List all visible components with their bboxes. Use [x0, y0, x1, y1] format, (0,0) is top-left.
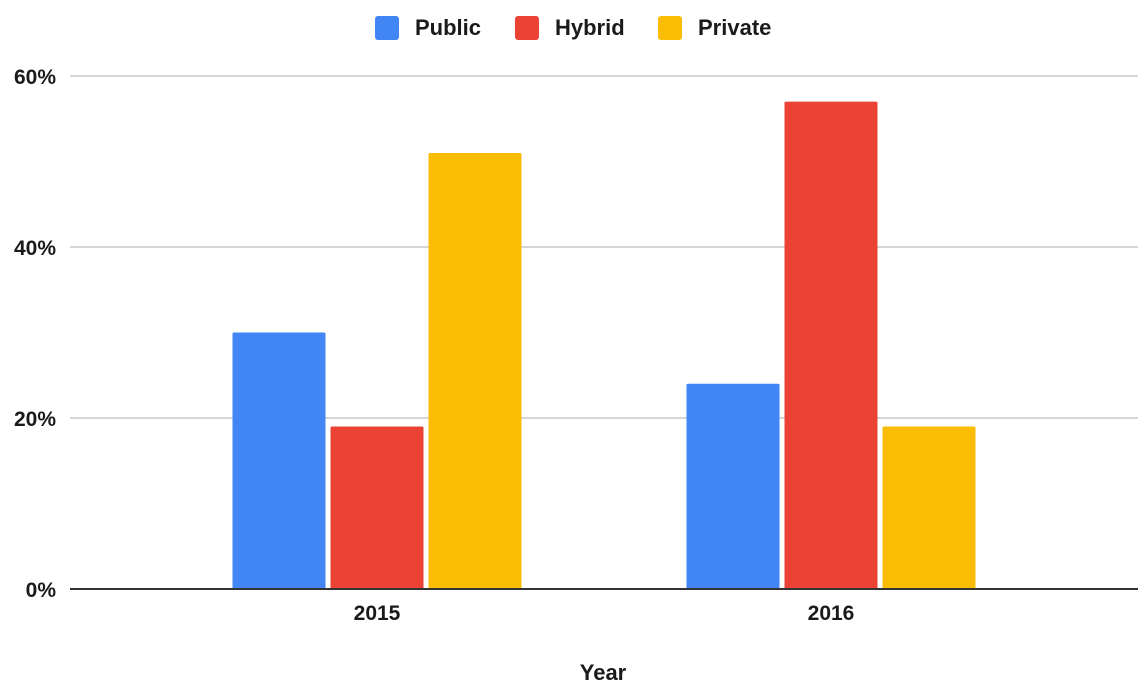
- y-tick-label: 60%: [14, 66, 56, 89]
- y-tick-label: 0%: [26, 579, 57, 602]
- legend-label-hybrid: Hybrid: [555, 15, 625, 40]
- bar-private-2016: [882, 426, 976, 589]
- legend: Public Hybrid Private: [375, 15, 771, 40]
- bar-hybrid-2016: [784, 101, 878, 590]
- bars: [232, 101, 976, 590]
- x-tick-label: 2016: [808, 602, 855, 625]
- legend-swatch-public: [375, 16, 399, 40]
- bar-hybrid-2015: [330, 426, 424, 589]
- bar-public-2015: [232, 332, 326, 589]
- bar-private-2015: [428, 152, 522, 589]
- x-axis-title: Year: [580, 660, 627, 685]
- legend-swatch-private: [658, 16, 682, 40]
- gridlines: [70, 75, 1138, 419]
- y-tick-label: 40%: [14, 237, 56, 260]
- x-tick-label: 2015: [354, 602, 401, 625]
- y-tick-label: 20%: [14, 408, 56, 431]
- axes: 0% 20% 40% 60% 2015 2016: [14, 66, 1138, 625]
- legend-label-private: Private: [698, 15, 771, 40]
- legend-swatch-hybrid: [515, 16, 539, 40]
- legend-label-public: Public: [415, 15, 481, 40]
- bar-public-2016: [686, 383, 780, 589]
